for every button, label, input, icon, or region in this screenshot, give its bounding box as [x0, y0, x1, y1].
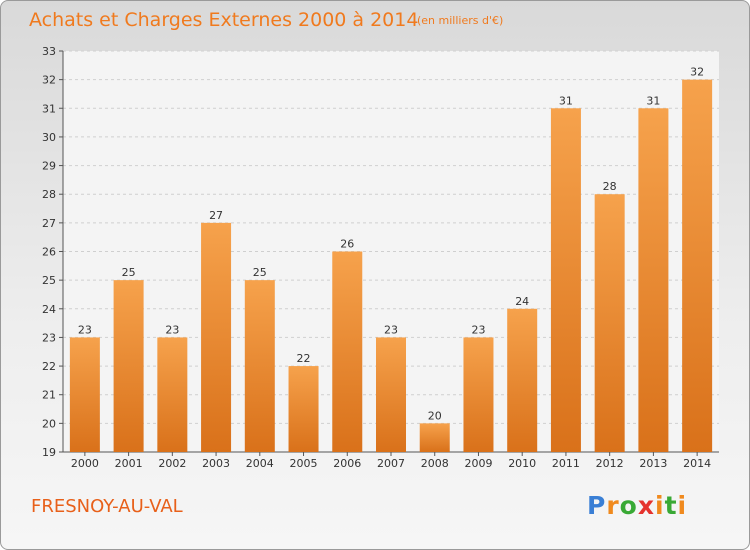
x-tick-label: 2009: [464, 457, 492, 470]
y-tick-label: 30: [42, 131, 56, 144]
x-tick-label: 2007: [377, 457, 405, 470]
y-tick-label: 22: [42, 360, 56, 373]
data-label: 23: [471, 323, 485, 336]
logo-letter: t: [664, 491, 678, 520]
x-tick-label: 2000: [71, 457, 99, 470]
data-label: 24: [515, 295, 529, 308]
data-label: 25: [122, 266, 136, 279]
chart-subtitle: (en milliers d'€): [417, 14, 504, 27]
data-label: 32: [690, 66, 704, 79]
bar: [682, 79, 713, 453]
y-axis: 19 20 21 22 23 24 25 26 27 28 29 30 31 32 33: [42, 45, 63, 459]
logo-letter: i: [677, 491, 688, 520]
y-tick-label: 33: [42, 45, 56, 58]
x-tick-label: 2004: [246, 457, 274, 470]
y-tick-label: 21: [42, 389, 56, 402]
logo-letter: r: [606, 491, 620, 520]
x-tick-label: 2003: [202, 457, 230, 470]
data-label: 27: [209, 209, 223, 222]
bar: [244, 280, 275, 452]
proxiti-logo: Proxiti: [587, 491, 687, 520]
y-tick-label: 25: [42, 274, 56, 287]
data-label: 26: [340, 238, 354, 251]
y-tick-label: 32: [42, 74, 56, 87]
bar: [419, 423, 450, 452]
bar: [594, 194, 625, 452]
data-label: 23: [165, 323, 179, 336]
y-tick-label: 20: [42, 417, 56, 430]
y-tick-label: 26: [42, 246, 56, 259]
x-tick-label: 2008: [421, 457, 449, 470]
data-label: 22: [297, 352, 311, 365]
y-tick-label: 24: [42, 303, 56, 316]
data-label: 20: [428, 409, 442, 422]
data-label: 31: [559, 94, 573, 107]
bars: 23 25 23 27 25 22 26 23 20 23 24 31 28 31 32: [69, 66, 713, 453]
x-tick-label: 2013: [639, 457, 667, 470]
place-name: FRESNOY-AU-VAL: [31, 496, 183, 517]
data-label: 23: [384, 323, 398, 336]
bar: [69, 337, 100, 452]
bar: [288, 366, 319, 452]
x-tick-label: 2010: [508, 457, 536, 470]
x-tick-label: 2012: [596, 457, 624, 470]
x-axis: 2000 2001 2002 2003 2004 2005 2006 2007 2008 2009…: [71, 452, 711, 470]
data-label: 31: [646, 94, 660, 107]
y-tick-label: 29: [42, 160, 56, 173]
y-tick-label: 31: [42, 102, 56, 115]
data-label: 25: [253, 266, 267, 279]
logo-letter: i: [655, 491, 665, 520]
y-tick-label: 19: [42, 446, 56, 459]
logo-letter: P: [587, 491, 607, 520]
bar: [507, 308, 538, 452]
logo-letter: x: [637, 491, 655, 520]
y-tick-label: 27: [42, 217, 56, 230]
logo-letter: o: [619, 491, 638, 520]
y-tick-label: 28: [42, 188, 56, 201]
y-tick-label: 23: [42, 331, 56, 344]
x-tick-label: 2014: [683, 457, 711, 470]
bar: [201, 222, 232, 452]
data-label: 23: [78, 323, 92, 336]
x-tick-label: 2005: [290, 457, 318, 470]
data-label: 28: [603, 180, 617, 193]
x-tick-label: 2011: [552, 457, 580, 470]
chart-title: Achats et Charges Externes 2000 à 2014: [29, 9, 419, 31]
bar: [157, 337, 188, 452]
bar: [376, 337, 406, 452]
x-tick-label: 2006: [333, 457, 361, 470]
bar: [638, 108, 669, 453]
bar: [113, 280, 144, 452]
bar: [550, 108, 581, 453]
x-tick-label: 2001: [115, 457, 143, 470]
bar: [332, 251, 363, 452]
x-tick-label: 2002: [158, 457, 186, 470]
bar: [463, 337, 494, 452]
